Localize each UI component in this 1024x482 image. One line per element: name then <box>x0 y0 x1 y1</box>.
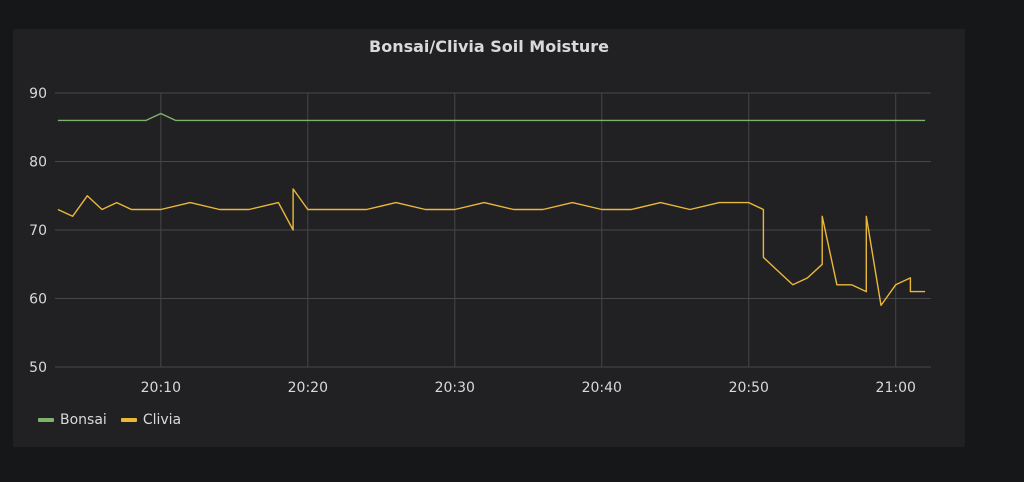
legend-swatch-clivia <box>120 418 137 422</box>
series-line-bonsai <box>57 112 926 122</box>
series-line-clivia <box>57 188 926 307</box>
y-tick-label: 60 <box>29 292 47 308</box>
legend: Bonsai Clivia <box>38 412 181 428</box>
legend-item-clivia[interactable]: Clivia <box>120 412 182 428</box>
legend-label-bonsai: Bonsai <box>60 412 107 428</box>
legend-item-bonsai[interactable]: Bonsai <box>38 412 107 428</box>
legend-swatch-bonsai <box>38 418 54 422</box>
x-tick-label: 21:00 <box>876 380 916 396</box>
chart-title: Bonsai/Clivia Soil Moisture <box>369 37 609 56</box>
y-tick-label: 80 <box>29 155 47 171</box>
x-tick-label: 20:40 <box>582 380 622 396</box>
y-tick-label: 50 <box>29 360 47 376</box>
x-tick-label: 20:10 <box>141 380 181 396</box>
x-tick-label: 20:30 <box>435 380 475 396</box>
y-tick-label: 70 <box>29 223 47 239</box>
x-tick-label: 20:20 <box>288 380 328 396</box>
x-tick-label: 20:50 <box>729 380 769 396</box>
chart-panel: Bonsai/Clivia Soil Moisture 50 60 70 80 90 20… <box>13 29 965 447</box>
line-chart: 50 60 70 80 90 20:10 20:20 20:30 20:40 20:50 21:00 <box>29 86 931 396</box>
y-tick-label: 90 <box>29 86 47 102</box>
legend-label-clivia: Clivia <box>142 412 182 428</box>
